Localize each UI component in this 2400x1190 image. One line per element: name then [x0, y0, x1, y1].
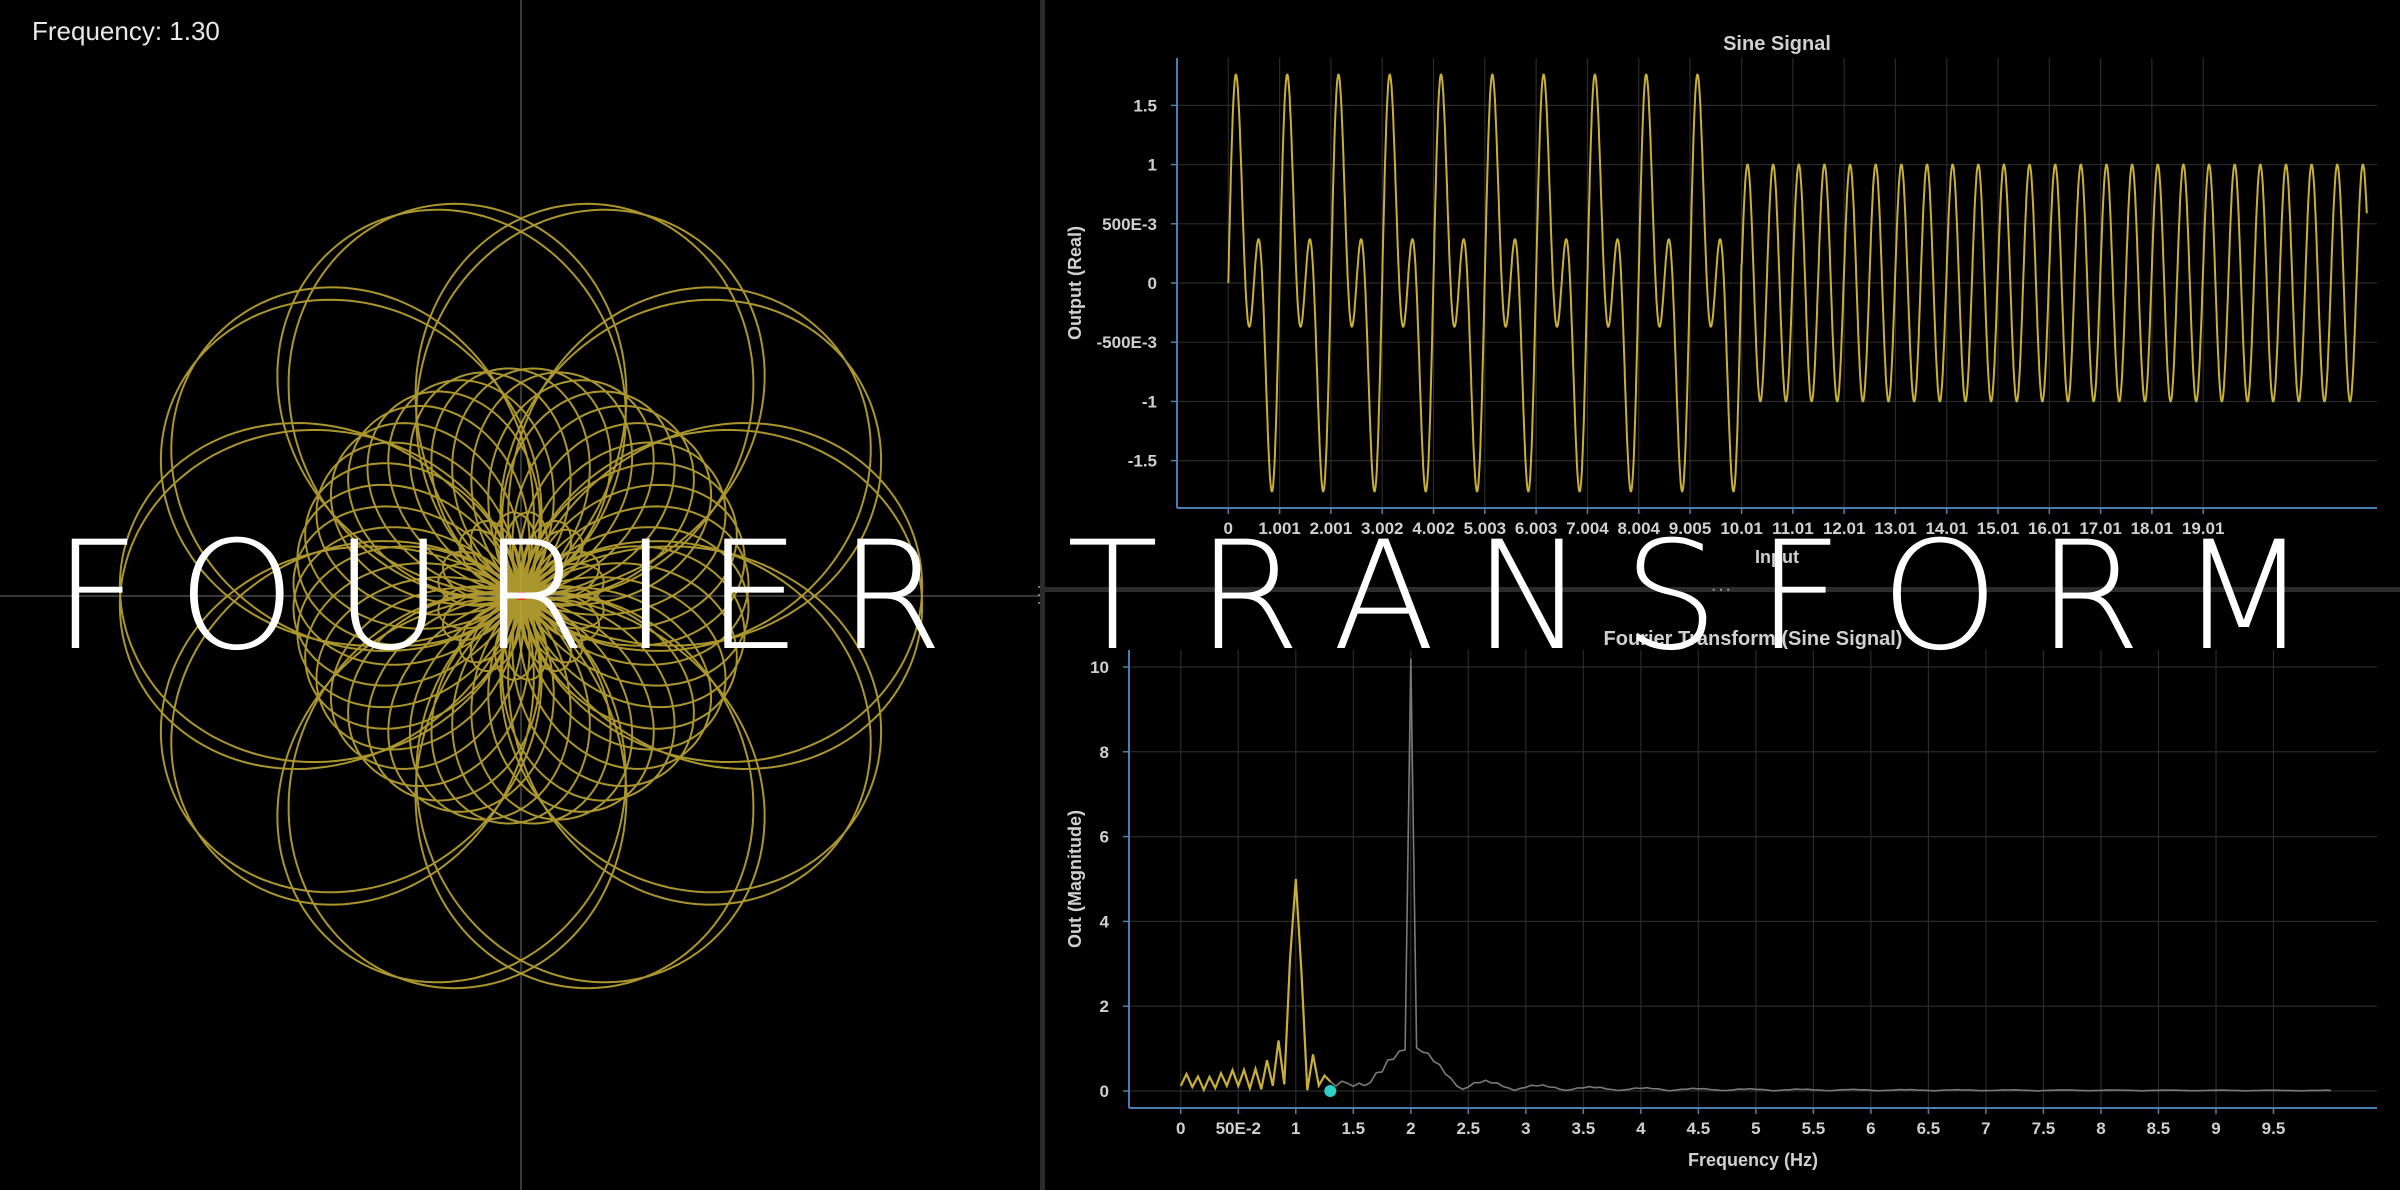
fft-x-tick-label: 8	[2096, 1119, 2105, 1138]
frequency-readout: Frequency: 1.30	[32, 16, 220, 46]
fft-x-tick-label: 7	[1981, 1119, 1990, 1138]
fft-y-tick-label: 2	[1100, 997, 1109, 1016]
fft-title: Fourier Transform (Sine Signal)	[1604, 628, 1903, 650]
sine-x-tick-label: 3.002	[1361, 519, 1404, 538]
center-of-mass-marker	[517, 592, 525, 600]
sine-x-tick-label: 10.01	[1720, 519, 1763, 538]
sine-title: Sine Signal	[1723, 33, 1831, 55]
sine-y-tick-label: 1.5	[1133, 96, 1157, 115]
fft-x-tick-label: 4	[1636, 1119, 1646, 1138]
fft-x-tick-label: 6.5	[1917, 1119, 1941, 1138]
sine-y-tick-label: -1.5	[1128, 452, 1157, 471]
sine-x-tick-label: 18.01	[2131, 519, 2174, 538]
sine-y-axis-label: Output (Real)	[1065, 226, 1085, 340]
sine-x-tick-label: 4.002	[1412, 519, 1455, 538]
sine-x-tick-label: 8.004	[1617, 519, 1660, 538]
sine-x-axis-label: Input	[1755, 547, 1799, 567]
fft-series-line	[1180, 658, 2332, 1092]
horizontal-splitter-grip-icon[interactable]: ···	[1710, 576, 1732, 601]
fft-x-axis-label: Frequency (Hz)	[1688, 1150, 1818, 1170]
fft-x-tick-label: 6	[1866, 1119, 1875, 1138]
current-frequency-marker	[1324, 1085, 1337, 1098]
sine-y-tick-label: 1	[1148, 156, 1157, 175]
fft-x-tick-label: 2	[1406, 1119, 1415, 1138]
winding-plot	[0, 0, 1040, 1190]
fft-highlighted-series-line	[1179, 878, 1332, 1093]
vertical-splitter-grip-icon[interactable]: · · ·	[1036, 576, 1042, 612]
sine-x-tick-label: 6.003	[1515, 519, 1558, 538]
fft-y-tick-label: 6	[1100, 828, 1109, 847]
fft-x-tick-label: 9.5	[2262, 1119, 2286, 1138]
sine-signal-chart: 0 1.001 2.001 3.002 4.002 5.003 6.003 7.004 8.00…	[1065, 33, 2377, 567]
sine-x-tick-label: 19.01	[2182, 519, 2225, 538]
fft-y-tick-label: 4	[1100, 912, 1110, 931]
fft-x-tick-label: 8.5	[2147, 1119, 2171, 1138]
fft-x-tick-label: 9	[2211, 1119, 2220, 1138]
sine-x-tick-label: 14.01	[1925, 519, 1968, 538]
sine-x-tick-label: 13.01	[1874, 519, 1917, 538]
sine-x-tick-label: 15.01	[1977, 519, 2020, 538]
sine-x-tick-label: 7.004	[1566, 519, 1609, 538]
sine-x-tick-label: 5.003	[1464, 519, 1507, 538]
fft-x-tick-label: 50E-2	[1216, 1119, 1261, 1138]
fft-x-tick-label: 5.5	[1802, 1119, 1826, 1138]
fft-x-tick-label: 2.5	[1456, 1119, 1480, 1138]
fft-y-tick-label: 8	[1100, 743, 1109, 762]
winding-panel[interactable]: Frequency: 1.30	[0, 0, 1040, 1190]
sine-x-tick-label: 1.001	[1258, 519, 1301, 538]
overlay-title: FOURIER TRANSFORM	[53, 510, 2347, 684]
sine-y-tick-label: 0	[1148, 274, 1157, 293]
sine-x-tick-label: 2.001	[1310, 519, 1353, 538]
sine-x-tick-label: 12.01	[1823, 519, 1866, 538]
fft-x-tick-label: 7.5	[2032, 1119, 2056, 1138]
sine-y-tick-label: 500E-3	[1102, 215, 1157, 234]
sine-series-line	[1227, 73, 2368, 493]
fft-x-tick-label: 5	[1751, 1119, 1760, 1138]
sine-x-tick-label: 16.01	[2028, 519, 2071, 538]
fft-y-axis-label: Out (Magnitude)	[1065, 810, 1085, 948]
fft-x-tick-label: 1	[1291, 1119, 1300, 1138]
horizontal-splitter[interactable]	[1045, 587, 2400, 592]
sine-y-tick-label: -500E-3	[1097, 333, 1157, 352]
fft-x-tick-label: 1.5	[1341, 1119, 1365, 1138]
sine-x-tick-label: 9.005	[1669, 519, 1712, 538]
fft-y-tick-label: 10	[1090, 658, 1109, 677]
sine-x-tick-label: 11.01	[1772, 519, 1814, 538]
fft-x-tick-label: 4.5	[1687, 1119, 1711, 1138]
sine-y-tick-label: -1	[1142, 392, 1157, 411]
vertical-splitter[interactable]	[1040, 0, 1045, 1190]
fft-x-tick-label: 0	[1176, 1119, 1185, 1138]
fft-y-tick-label: 0	[1100, 1082, 1109, 1101]
fourier-transform-chart: 0 50E-2 1 1.5 2 2.5 3 3.5 4 4.5 5 5.5 6 6.5 7 7.5 8 8.5 9 9…	[1065, 628, 2377, 1170]
fft-x-tick-label: 3.5	[1572, 1119, 1596, 1138]
sine-x-tick-label: 17.01	[2079, 519, 2122, 538]
fft-x-tick-label: 3	[1521, 1119, 1530, 1138]
sine-x-tick-label: 0	[1224, 519, 1233, 538]
